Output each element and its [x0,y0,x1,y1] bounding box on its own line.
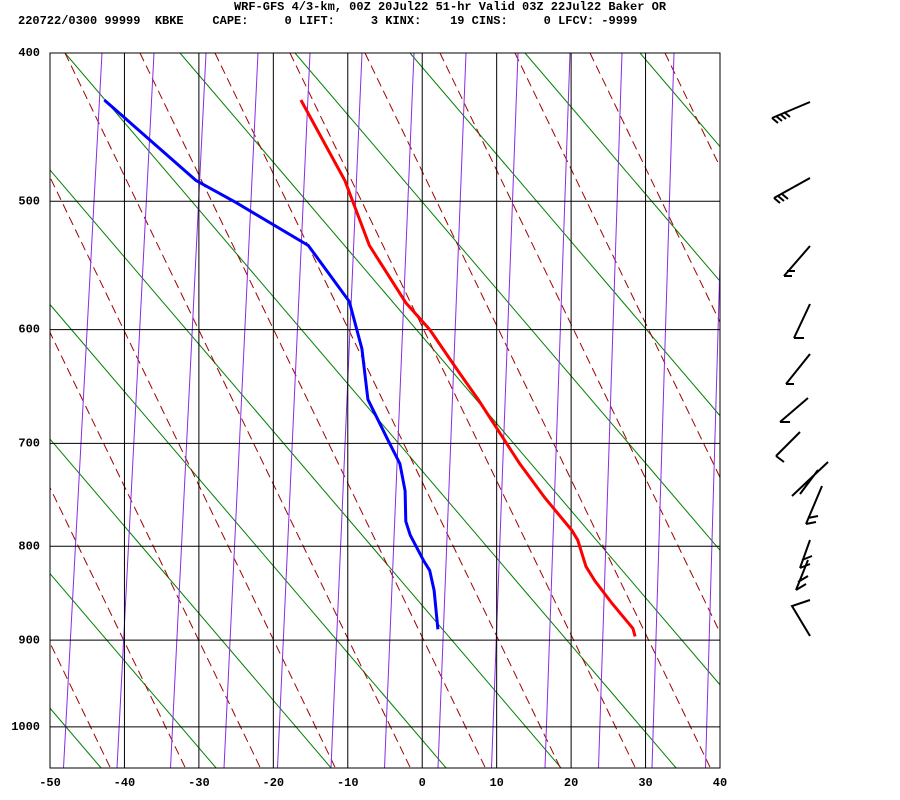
dry-adiabat [524,53,720,282]
profile-line [103,98,440,630]
isotherm [50,331,261,768]
x-tick-label: 0 [419,776,426,790]
x-tick-label: 40 [713,776,727,790]
dry-adiabat [50,572,217,768]
isotherm [50,641,111,768]
mixing-ratio [544,53,571,768]
mixing-ratio [598,53,623,768]
y-tick-label: 700 [18,437,40,451]
x-tick-label: -10 [337,776,359,790]
mixing-ratio [437,53,467,768]
isotherm [50,486,186,768]
isotherm [514,53,720,479]
mixing-ratio [223,53,259,768]
dry-adiabat [50,169,562,768]
mixing-ratio [491,53,519,768]
profile-line [299,99,637,637]
chart-subtitle: 220722/0300 99999 KBKE CAPE: 0 LIFT: 3 K… [18,14,637,28]
x-tick-label: 10 [489,776,503,790]
mixing-ratio [277,53,311,768]
dry-adiabat [294,53,720,552]
y-tick-label: 400 [18,46,40,60]
mixing-ratio [384,53,415,768]
isotherm [439,53,720,634]
chart-title: WRF-GFS 4/3-km, 00Z 20Jul22 51-hr Valid … [234,0,667,14]
isotherm [64,53,411,768]
dry-adiabat [50,303,447,768]
mixing-ratio [116,53,155,768]
x-tick-label: -20 [263,776,285,790]
x-tick-label: 30 [638,776,652,790]
x-tick-label: 20 [564,776,578,790]
y-tick-label: 900 [18,633,40,647]
x-tick-label: -50 [39,776,61,790]
x-tick-label: -40 [114,776,136,790]
dry-adiabat [64,53,677,768]
mixing-ratio [705,244,720,768]
mixing-ratio [651,53,675,768]
y-tick-label: 800 [18,539,40,553]
plot-frame [49,52,721,769]
mixing-ratio [170,53,207,768]
y-tick-label: 1000 [11,720,40,734]
y-tick-label: 500 [18,194,40,208]
wind-barbs [771,101,829,637]
mixing-ratio [63,53,103,768]
plot [103,98,637,637]
x-tick-label: -30 [188,776,210,790]
y-tick-label: 600 [18,323,40,337]
isotherm [50,176,336,768]
isotherm [139,53,486,768]
mixing-ratio [330,53,363,768]
isotherm [214,53,561,768]
isotherm [589,53,720,324]
